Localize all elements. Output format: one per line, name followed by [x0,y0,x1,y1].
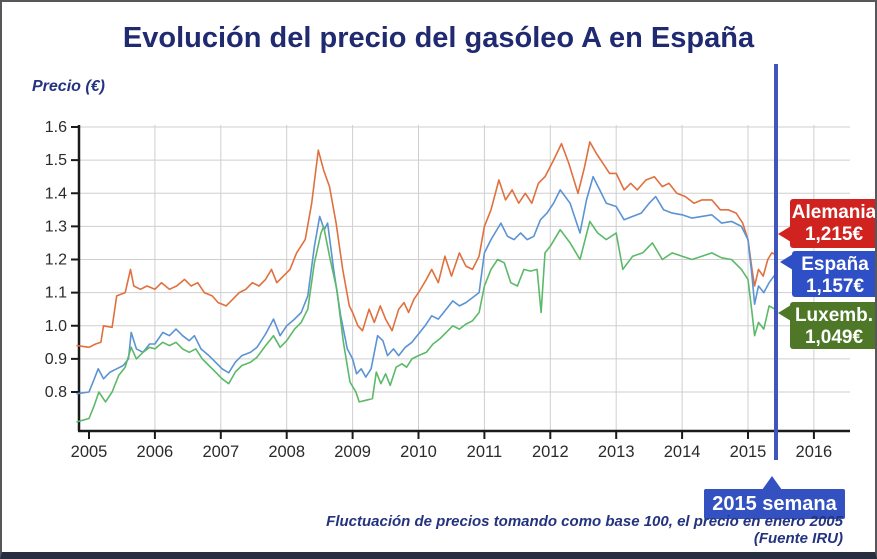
footnote-line1: Fluctuación de precios tomando como base… [326,513,843,530]
svg-text:2015: 2015 [730,443,767,461]
callout-tail-icon [780,254,793,270]
svg-text:1.5: 1.5 [45,152,67,169]
callout-tail-icon [778,305,791,321]
svg-text:2007: 2007 [202,443,239,461]
y-axis-label: Precio (€) [32,78,105,95]
footnote: Fluctuación de precios tomando como base… [326,513,843,547]
svg-text:2008: 2008 [268,443,305,461]
svg-text:1.1: 1.1 [45,285,67,302]
svg-text:2005: 2005 [71,443,108,461]
svg-text:2006: 2006 [137,443,174,461]
svg-text:2009: 2009 [334,443,371,461]
callout-country-label: España [801,254,869,275]
callout-luxemb: Luxemb. 1,049€ [778,302,875,349]
svg-text:2012: 2012 [532,443,569,461]
callout-country-label: Luxemb. [794,305,874,326]
svg-text:2013: 2013 [598,443,635,461]
callout-espana: España 1,157€ [780,251,875,297]
callout-price-value: 1,049€ [804,327,864,348]
callout-alemania: Alemania 1,215€ [778,199,877,248]
svg-text:1.0: 1.0 [45,318,67,335]
svg-text:1.3: 1.3 [45,218,67,235]
svg-text:0.9: 0.9 [45,351,67,368]
svg-text:2010: 2010 [400,443,437,461]
event-marker-arrow-icon [762,476,782,490]
svg-text:2014: 2014 [664,443,701,461]
svg-text:2016: 2016 [796,443,833,461]
callout-price-value: 1,215€ [804,224,864,245]
callout-country-label: Alemania [791,202,877,223]
event-marker-label: 2015 semana 28 [704,476,845,545]
page-title: Evolución del precio del gasóleo A en Es… [122,22,755,54]
event-marker-line [773,64,778,460]
svg-text:0.8: 0.8 [45,384,67,401]
callout-tail-icon [778,226,791,242]
callout-price-value: 1,157€ [805,276,865,297]
footnote-line2: (Fuente IRU) [753,530,843,547]
svg-text:2011: 2011 [467,443,502,461]
svg-text:1.6: 1.6 [45,119,67,136]
svg-text:1.4: 1.4 [45,185,67,202]
svg-text:1.2: 1.2 [45,252,67,269]
